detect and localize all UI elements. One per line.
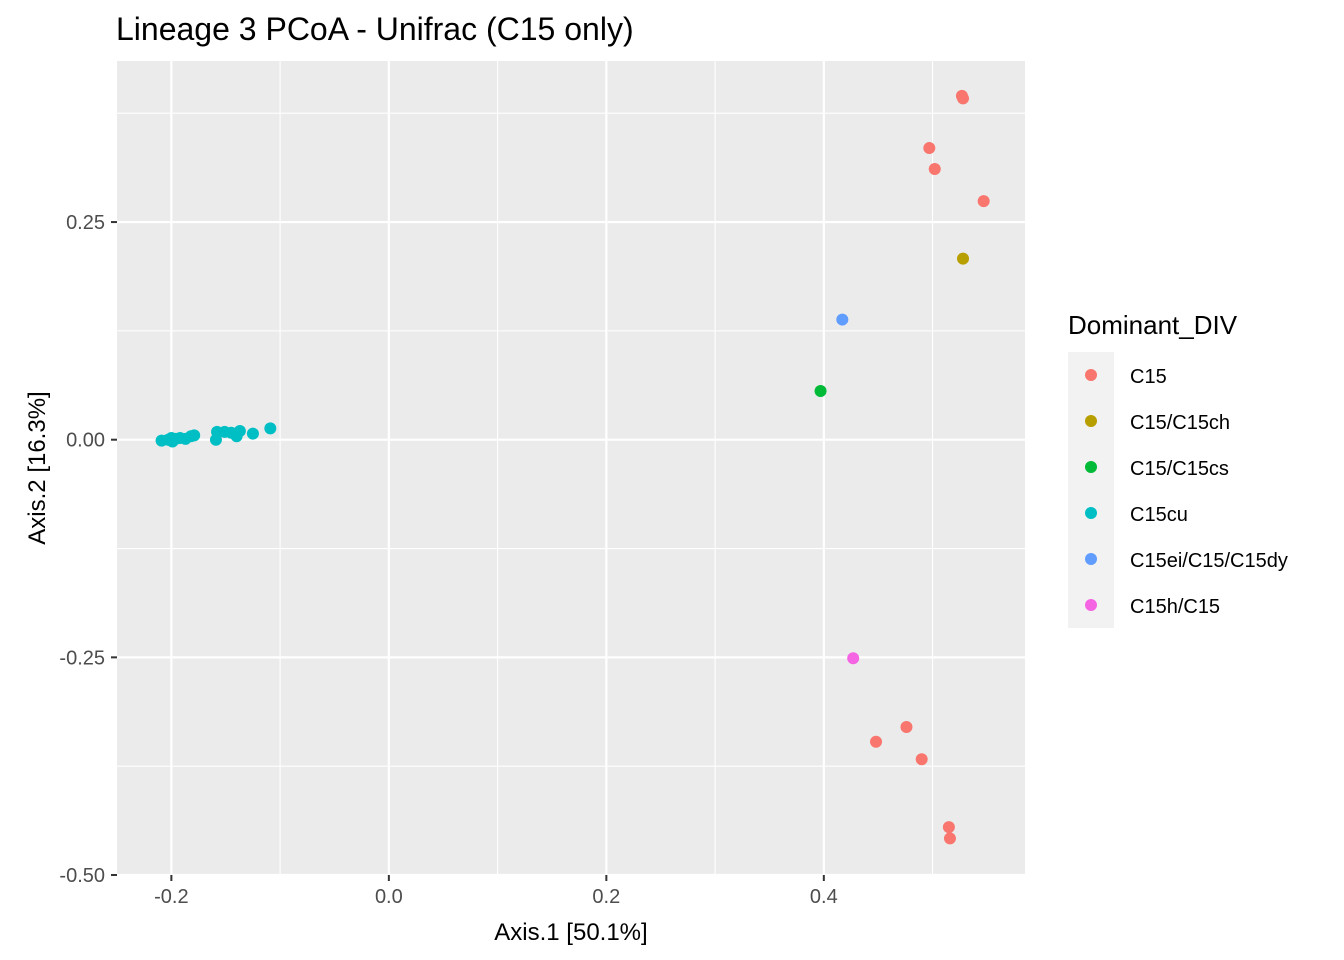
data-point xyxy=(814,384,827,397)
data-point xyxy=(209,433,222,446)
data-point xyxy=(942,821,955,834)
legend-label: C15/C15cs xyxy=(1130,458,1229,480)
data-point xyxy=(957,92,970,105)
minor-gridlines xyxy=(117,61,1025,875)
x-tick-label: 0.4 xyxy=(810,886,838,908)
legend-key xyxy=(1085,599,1097,611)
legend-title: Dominant_DIV xyxy=(1068,310,1238,340)
legend-key xyxy=(1085,369,1097,381)
data-point xyxy=(943,832,956,845)
x-axis-title: Axis.1 [50.1%] xyxy=(494,919,647,946)
data-point xyxy=(977,195,990,208)
data-point xyxy=(928,162,941,175)
data-point xyxy=(915,753,928,766)
legend-label: C15cu xyxy=(1130,504,1188,526)
legend-key xyxy=(1085,415,1097,427)
y-axis-ticks: -0.50 -0.25 0.00 0.25 xyxy=(59,212,117,887)
legend-label: C15h/C15 xyxy=(1130,596,1220,618)
major-gridlines xyxy=(117,61,1025,877)
data-point xyxy=(233,425,246,437)
data-points xyxy=(155,89,990,845)
data-point xyxy=(900,721,913,733)
data-point xyxy=(246,427,259,440)
y-tick-label: -0.25 xyxy=(59,647,105,669)
data-point xyxy=(847,652,860,665)
data-point xyxy=(188,429,201,442)
y-tick-label: -0.50 xyxy=(59,865,105,887)
legend-key xyxy=(1085,507,1097,519)
legend-key xyxy=(1085,461,1097,473)
data-point xyxy=(870,735,883,748)
y-tick-label: 0.25 xyxy=(66,212,105,234)
legend-label: C15ei/C15/C15dy xyxy=(1130,550,1288,572)
legend: Dominant_DIV C15 C15/C15ch C15/C15cs C15cu C… xyxy=(1068,310,1288,628)
x-tick-label: 0.2 xyxy=(592,886,620,908)
data-point xyxy=(836,313,849,326)
legend-label: C15/C15ch xyxy=(1130,412,1230,434)
data-point xyxy=(264,422,277,435)
y-axis-title: Axis.2 [16.3%] xyxy=(24,391,51,544)
chart-title: Lineage 3 PCoA - Unifrac (C15 only) xyxy=(116,11,634,47)
data-point xyxy=(957,252,970,265)
data-point xyxy=(923,142,936,155)
x-tick-label: 0.0 xyxy=(375,886,403,908)
plot-panel xyxy=(117,61,1025,875)
legend-key-background xyxy=(1068,352,1114,628)
legend-label: C15 xyxy=(1130,366,1167,388)
x-axis-ticks: -0.2 0.0 0.2 0.4 xyxy=(154,875,838,908)
y-tick-label: 0.00 xyxy=(66,430,105,452)
legend-key xyxy=(1085,553,1097,565)
x-tick-label: -0.2 xyxy=(154,886,188,908)
